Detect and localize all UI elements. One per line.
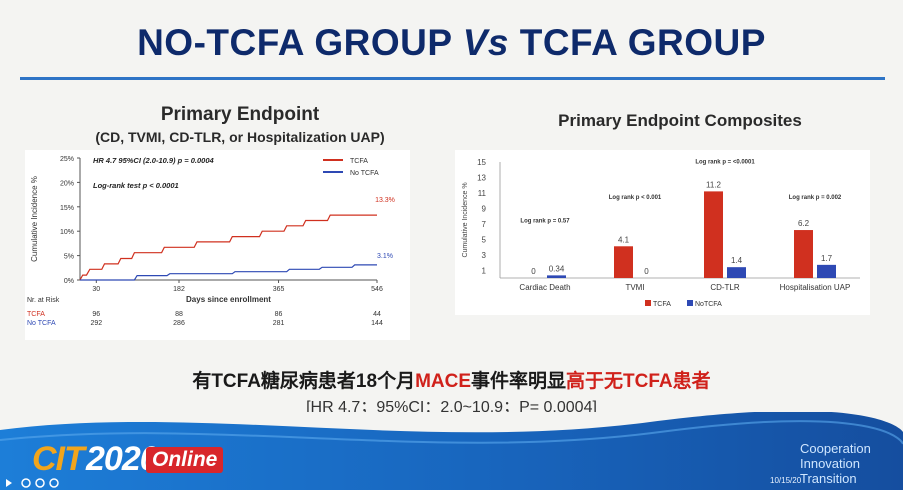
record-icon[interactable] [21, 478, 31, 488]
bar-pvalue-label: Log rank p = <0.0001 [695, 160, 755, 166]
bar-value-label: 1.7 [821, 254, 833, 263]
km-y-tick-label: 25% [60, 156, 74, 163]
km-y-tick-label: 10% [60, 229, 74, 236]
bar-notcfa-2 [727, 267, 746, 278]
bar-value-label: 0 [531, 267, 536, 276]
bar-pvalue-label: Log rank p = 0.57 [520, 218, 570, 224]
km-y-tick-label: 20% [60, 180, 74, 187]
km-risk-value: 44 [373, 311, 381, 318]
km-series-tcfa-line [79, 214, 377, 281]
bar-y-tick-label: 7 [482, 220, 487, 229]
km-x-axis-label: Days since enrollment [186, 295, 271, 304]
note-part-c: 事件率明显 [471, 371, 567, 392]
bar-value-label: 0 [644, 267, 649, 276]
bar-category-label: Cardiac Death [519, 283, 570, 292]
km-legend-label: No TCFA [350, 170, 379, 177]
km-y-axis-label: Cumulative Incidence % [30, 176, 39, 262]
bar-category-label: CD-TLR [710, 283, 740, 292]
bar-notcfa-0 [547, 275, 566, 278]
bar-y-tick-label: 13 [477, 173, 486, 182]
km-x-tick-label: 30 [92, 286, 100, 293]
note-mace: MACE [415, 371, 472, 392]
bar-legend-label: NoTCFA [695, 301, 722, 308]
km-risk-value: 286 [173, 320, 185, 327]
bar-pvalue-label: Log rank p < 0.001 [609, 195, 662, 201]
settings-icon[interactable] [35, 478, 45, 488]
title-vs: Vs [462, 22, 509, 63]
bar-tcfa-3 [794, 230, 813, 278]
bar-y-axis-label: Cumulative Incidence % [462, 182, 469, 257]
bar-tcfa-1 [614, 246, 633, 278]
bar-chart-panel: 1 3 5 7 9 11 13 15 Cumulative Incidence % 0 0.34 Ca… [455, 150, 870, 315]
km-x-tick-label: 365 [273, 286, 285, 293]
km-risk-row-label: No TCFA [27, 320, 56, 327]
km-chart: 0% 5% 10% 15% 20% 25% 30 182 365 546 Days since en… [27, 156, 395, 327]
km-chart-panel: 0% 5% 10% 15% 20% 25% 30 182 365 546 Days since en… [25, 150, 410, 340]
bar-legend-label: TCFA [653, 301, 671, 308]
km-x-tick-label: 182 [173, 286, 185, 293]
title-part-a: NO-TCFA GROUP [137, 22, 463, 63]
logo-cit: CIT [32, 440, 85, 478]
title-divider [20, 77, 885, 80]
bar-y-tick-label: 3 [482, 251, 487, 260]
km-risk-value: 96 [92, 311, 100, 318]
bar-y-tick-label: 11 [478, 189, 487, 198]
logo-online-badge: Online [146, 447, 224, 473]
bar-legend-swatch [687, 300, 693, 306]
footer-note: 有TCFA糖尿病患者18个月MACE事件率明显高于无TCFA患者 [0, 366, 903, 393]
bar-y-tick-label: 5 [482, 235, 487, 244]
km-risk-value: 292 [90, 320, 102, 327]
km-logrank-annotation: Log-rank test p < 0.0001 [93, 181, 179, 190]
bar-tcfa-2 [704, 191, 723, 278]
km-risk-value: 88 [175, 311, 183, 318]
play-icon[interactable] [6, 479, 12, 487]
km-x-tick-label: 546 [371, 286, 383, 293]
km-hr-annotation: HR 4.7 95%CI (2.0-10.9) p = 0.0004 [93, 156, 215, 165]
bar-value-label: 11.2 [706, 180, 722, 189]
title-part-c: TCFA GROUP [508, 22, 766, 63]
bar-pvalue-label: Log rank p = 0.002 [789, 195, 842, 201]
note-highlight: 高于无TCFA患者 [566, 371, 711, 392]
bar-y-tick-label: 15 [477, 158, 486, 167]
bar-value-label: 6.2 [798, 219, 810, 228]
km-risk-value: 86 [275, 311, 283, 318]
left-chart-title: Primary Endpoint [160, 104, 320, 125]
note-part-a: 有TCFA糖尿病患者18个月 [192, 371, 416, 392]
tagline-transition: Transition [800, 471, 857, 486]
km-risk-row-label: TCFA [27, 311, 45, 318]
bar-value-label: 0.34 [549, 264, 565, 273]
tagline-innovation: Innovation [800, 456, 860, 471]
bar-category-label: TVMI [625, 283, 644, 292]
tagline-cooperation: Cooperation [800, 441, 871, 456]
bar-value-label: 1.4 [731, 256, 743, 265]
bar-y-tick-label: 1 [482, 266, 487, 275]
slide-title: NO-TCFA GROUP Vs TCFA GROUP [0, 22, 903, 64]
bar-legend-swatch [645, 300, 651, 306]
km-legend-label: TCFA [350, 158, 368, 165]
km-end-label-no-tcfa: 3.1% [377, 253, 393, 260]
km-series-no-tcfa-line [80, 264, 377, 281]
bar-category-label: Hospitalisation UAP [780, 283, 851, 292]
km-y-tick-label: 0% [64, 278, 74, 285]
km-risk-value: 144 [371, 320, 383, 327]
bar-value-label: 4.1 [618, 235, 630, 244]
playback-controls[interactable] [0, 476, 80, 490]
km-risk-header: Nr. at Risk [27, 297, 60, 304]
bar-y-tick-label: 9 [482, 204, 487, 213]
bar-notcfa-3 [817, 264, 836, 278]
right-chart-title: Primary Endpoint Composites [558, 111, 802, 130]
menu-icon[interactable] [49, 478, 59, 488]
slide-date: 10/15/20 [770, 476, 802, 485]
km-end-label-tcfa: 13.3% [375, 197, 395, 204]
km-y-tick-label: 5% [64, 254, 74, 261]
footer-stats: [HR 4.7；95%CI：2.0~10.9；P= 0.0004] [306, 399, 597, 416]
km-y-tick-label: 15% [60, 205, 74, 212]
left-chart-subtitle: (CD, TVMI, CD-TLR, or Hospitalization UA… [95, 129, 385, 145]
km-risk-value: 281 [273, 320, 285, 327]
banner-wave [0, 412, 903, 445]
